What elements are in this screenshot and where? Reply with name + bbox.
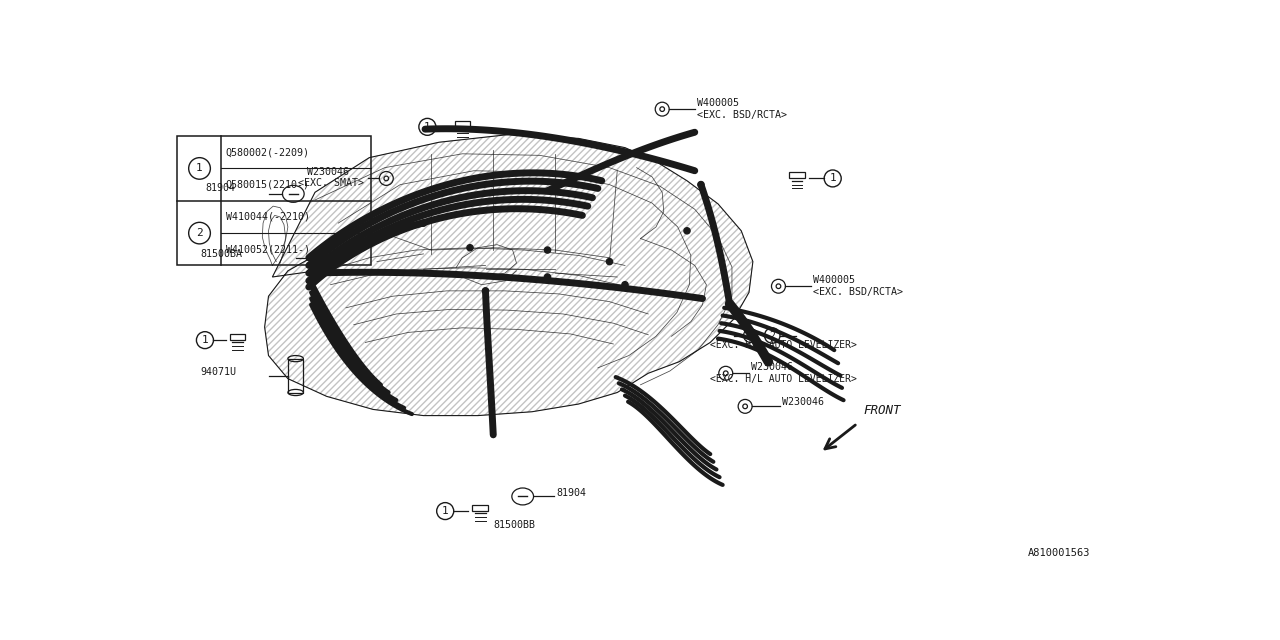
Bar (288, 358, 303, 392)
Text: <EXC. BSD/RCTA>: <EXC. BSD/RCTA> (813, 287, 904, 298)
Text: Q580002(-2209): Q580002(-2209) (225, 147, 310, 157)
Text: 1: 1 (201, 335, 209, 345)
Text: 1: 1 (829, 173, 836, 184)
Text: 2: 2 (196, 228, 204, 238)
Text: FRONT: FRONT (864, 404, 901, 417)
Text: W230046: W230046 (782, 397, 824, 407)
Text: 81500BB: 81500BB (493, 520, 535, 530)
FancyArrowPatch shape (824, 425, 855, 449)
Text: W400005: W400005 (813, 275, 855, 285)
Text: W410044(-2210): W410044(-2210) (225, 212, 310, 222)
Text: 81904: 81904 (556, 488, 586, 498)
Text: <EXC. H/L AUTO LEVELIZER>: <EXC. H/L AUTO LEVELIZER> (710, 340, 858, 349)
Text: W230046: W230046 (751, 362, 794, 372)
Circle shape (467, 244, 474, 251)
Text: 2: 2 (769, 330, 776, 340)
Text: A810001563: A810001563 (1028, 548, 1091, 557)
Text: Q580015(2210-): Q580015(2210-) (225, 180, 310, 189)
Text: 94071U: 94071U (200, 367, 237, 377)
Text: 81500BA: 81500BA (200, 249, 242, 259)
Text: 81904: 81904 (205, 184, 236, 193)
Text: W400005: W400005 (698, 98, 739, 108)
Text: W230046: W230046 (307, 167, 349, 177)
Circle shape (698, 182, 704, 188)
Circle shape (684, 228, 690, 234)
Circle shape (622, 282, 628, 288)
Text: <EXC. H/L AUTO LEVELIZER>: <EXC. H/L AUTO LEVELIZER> (710, 374, 858, 383)
Text: <EXC. BSD/RCTA>: <EXC. BSD/RCTA> (698, 110, 787, 120)
Circle shape (544, 274, 550, 280)
Circle shape (420, 220, 426, 226)
Text: W410052(2211-): W410052(2211-) (225, 244, 310, 254)
Text: <EXC. SMAT>: <EXC. SMAT> (298, 178, 364, 188)
Text: 1: 1 (196, 163, 204, 173)
Circle shape (483, 288, 489, 294)
Bar (177, 136, 371, 266)
Circle shape (607, 259, 613, 265)
Text: 1: 1 (424, 122, 431, 132)
Circle shape (544, 247, 550, 253)
Text: 1: 1 (442, 506, 448, 516)
